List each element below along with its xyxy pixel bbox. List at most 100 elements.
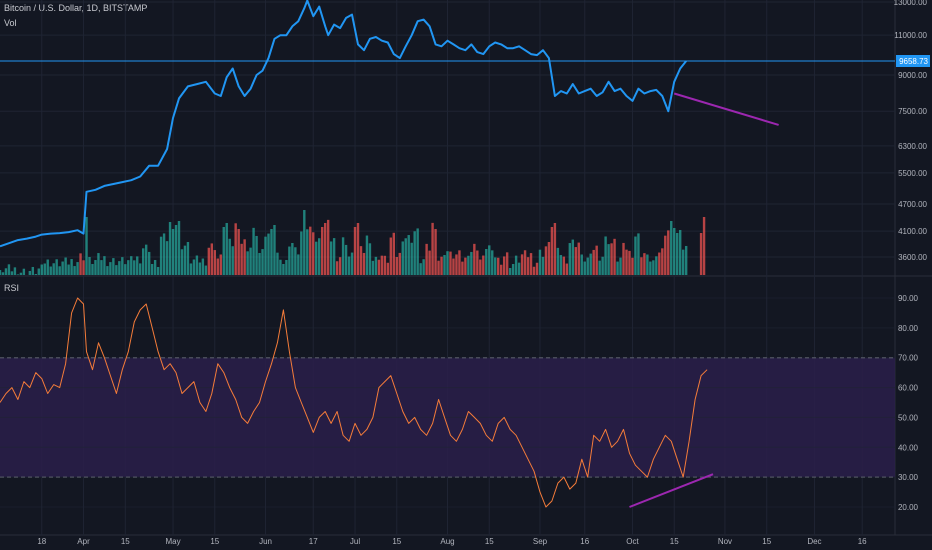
- volume-bar: [535, 262, 539, 275]
- volume-bar: [422, 259, 425, 275]
- volume-bar: [73, 266, 76, 275]
- last-price-tag-label: 9658.73: [899, 57, 928, 66]
- volume-bar: [43, 263, 46, 275]
- volume-bar: [261, 249, 264, 275]
- time-axis-tick-label: Sep: [533, 537, 548, 546]
- volume-bar: [377, 259, 381, 275]
- volume-bar: [580, 254, 583, 275]
- volume-bar: [532, 266, 536, 275]
- volume-bar: [395, 257, 398, 275]
- volume-bar: [249, 247, 252, 275]
- volume-bar: [180, 249, 184, 275]
- volume-bar: [13, 267, 17, 275]
- volume-bar: [192, 259, 196, 275]
- volume-bar: [150, 264, 154, 275]
- volume-bar: [538, 249, 542, 275]
- volume-bar: [88, 257, 91, 275]
- volume-bar: [368, 243, 372, 275]
- volume-bar: [559, 255, 563, 275]
- last-price-tag: [896, 55, 930, 68]
- volume-bar: [491, 250, 494, 275]
- volume-bar: [329, 241, 333, 275]
- volume-bar: [109, 262, 112, 275]
- volume-bar: [667, 230, 670, 275]
- volume-bar: [258, 253, 261, 275]
- volume-bar: [171, 229, 175, 275]
- volume-bar: [425, 243, 428, 275]
- volume-bar: [183, 245, 187, 275]
- volume-bar: [165, 241, 169, 275]
- volume-bar: [661, 248, 664, 275]
- rsi-panel-label: RSI: [4, 283, 20, 293]
- time-axis-tick-label: 15: [670, 537, 679, 546]
- volume-bar: [517, 262, 521, 275]
- rsi-axis-tick-label: 30.00: [898, 473, 919, 482]
- volume-bar: [76, 262, 79, 275]
- volume-bar: [204, 265, 208, 275]
- rsi-divergence-trendline: [629, 473, 714, 508]
- volume-bar: [658, 252, 661, 275]
- volume-bar: [144, 244, 148, 275]
- volume-bar: [153, 260, 157, 275]
- volume-bar: [344, 244, 348, 275]
- volume-bar: [222, 227, 225, 275]
- volume-bar: [643, 253, 646, 275]
- volume-bar: [237, 229, 240, 275]
- volume-bar: [413, 231, 416, 275]
- volume-bar: [162, 233, 166, 275]
- volume-bar: [389, 237, 393, 275]
- volume-bar: [28, 270, 32, 275]
- volume-bar: [216, 258, 219, 275]
- rsi-line: [0, 297, 708, 508]
- volume-bar: [189, 263, 193, 275]
- volume-bar: [19, 272, 23, 275]
- rsi-axis-tick-label: 90.00: [898, 294, 919, 303]
- price-axis-tick-label: 11000.00: [894, 31, 927, 40]
- time-axis-tick-label: 18: [37, 537, 46, 546]
- price-axis-tick-label: 3600.00: [898, 253, 927, 262]
- volume-bar: [419, 263, 422, 275]
- volume-bar: [309, 226, 312, 275]
- volume-bar: [70, 259, 73, 275]
- volume-bar: [270, 229, 273, 275]
- volume-bar: [133, 260, 136, 275]
- volume-bar: [142, 248, 145, 275]
- volume-bar: [37, 268, 40, 275]
- volume-bar: [159, 236, 163, 275]
- volume-bar: [574, 247, 577, 275]
- volume-bar: [404, 238, 407, 275]
- volume-bar: [82, 260, 85, 275]
- volume-bar: [401, 241, 404, 275]
- price-divergence-trendline: [673, 92, 779, 126]
- volume-bar: [684, 245, 688, 275]
- time-axis-tick-label: Apr: [77, 537, 90, 546]
- price-axis-tick-label: 4100.00: [898, 227, 927, 236]
- volume-bar: [112, 258, 115, 275]
- volume-bar: [291, 243, 294, 275]
- volume-bar: [634, 236, 637, 275]
- time-axis-tick-label: Jul: [350, 537, 360, 546]
- volume-bar: [219, 254, 222, 275]
- volume-bar: [246, 251, 249, 275]
- volume-bar: [386, 262, 390, 275]
- volume-bar: [136, 256, 139, 275]
- volume-bar: [380, 255, 384, 275]
- volume-bar: [195, 255, 199, 275]
- volume-bar: [592, 249, 595, 275]
- volume-bar: [407, 235, 410, 275]
- volume-bar: [16, 274, 20, 275]
- volume-bar: [315, 241, 318, 275]
- volume-bar: [607, 244, 610, 275]
- volume-bar: [479, 259, 482, 275]
- volume-bar: [115, 265, 118, 275]
- volume-bar: [312, 232, 315, 275]
- volume-bar: [458, 250, 461, 275]
- volume-bar: [652, 260, 655, 275]
- volume-bar: [1, 272, 5, 275]
- volume-bar: [595, 245, 598, 275]
- volume-bar: [79, 253, 82, 275]
- volume-bar: [273, 225, 276, 275]
- volume-bar: [482, 255, 485, 275]
- volume-bar: [58, 266, 61, 275]
